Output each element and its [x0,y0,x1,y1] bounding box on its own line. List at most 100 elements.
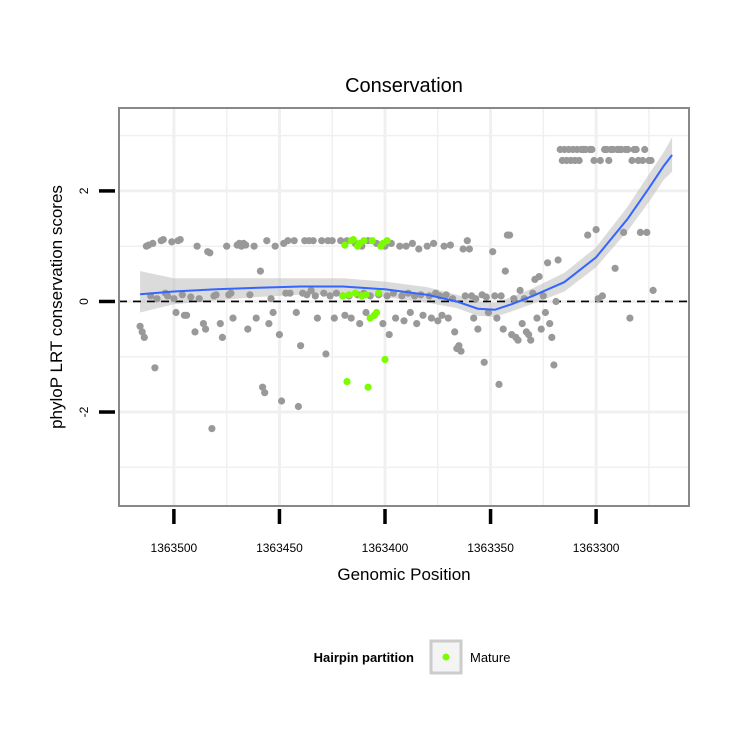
point-other [598,292,607,300]
x-tick-label: 1363300 [573,541,620,555]
point-other [518,320,526,328]
point-other [347,314,355,322]
point-mature [339,292,347,300]
point-other [489,248,497,256]
point-other [159,236,167,244]
point-other [588,145,596,154]
point-mature [364,383,372,391]
point-other [499,325,507,333]
point-other [482,293,490,301]
point-other [208,425,216,433]
point-other [269,308,277,317]
legend: Hairpin partition Mature [314,639,510,675]
point-mature [375,289,383,297]
point-other [187,293,195,301]
point-other [434,317,442,325]
point-other [641,145,649,154]
x-tick-label: 1363500 [151,541,198,555]
point-other [227,289,235,297]
point-other [250,242,258,250]
point-other [624,145,632,154]
point-other [427,314,435,322]
point-other [643,228,651,236]
point-other [484,308,492,317]
point-other [527,336,535,344]
point-other [552,297,560,306]
point-other [322,350,330,358]
point-other [470,314,478,322]
point-other [379,320,387,328]
point-other [446,241,454,249]
point-other [628,156,636,165]
point-other [506,231,514,239]
point-other [140,333,148,341]
point-other [548,333,556,341]
point-other [639,156,647,165]
y-axis-ticks: -2 0 2 [77,187,115,417]
x-tick-label: 1363450 [256,541,303,555]
point-other [554,256,562,264]
point-other [493,314,501,322]
point-other [313,314,321,322]
x-axis-title: Genomic Position [337,565,470,584]
point-other [242,241,250,249]
point-other [153,295,161,303]
point-other [495,380,503,388]
point-other [438,311,446,319]
point-other [398,292,406,300]
plot-panel [119,108,689,506]
y-tick-label: -2 [77,406,91,417]
point-other [178,291,186,299]
point-other [244,325,252,333]
point-other [501,267,509,275]
point-other [136,322,144,330]
point-mature [345,291,353,299]
point-other [278,397,286,405]
point-other [202,325,210,333]
point-mature [381,355,389,364]
point-other [544,259,552,267]
point-other [199,320,207,328]
point-other [263,237,271,245]
point-other [430,239,438,247]
point-other [632,145,640,154]
point-other [402,242,410,250]
point-mature [383,237,391,245]
point-other [218,333,226,341]
point-other [172,308,180,317]
point-other [216,320,224,328]
point-other [442,291,450,299]
point-other [261,389,269,397]
point-other [541,308,550,317]
point-other [592,226,600,234]
point-other [328,237,336,245]
point-other [259,383,267,391]
point-other [590,156,598,165]
point-other [400,317,408,325]
point-other [206,249,214,257]
point-mature [341,241,349,249]
point-other [423,242,431,250]
legend-key-box [429,639,463,675]
point-other [465,245,473,253]
point-other [326,292,334,300]
point-other [413,320,421,328]
point-other [356,320,364,328]
point-other [626,314,634,322]
point-other [440,242,448,250]
point-other [605,156,613,165]
legend-title: Hairpin partition [314,650,414,665]
point-other [362,308,370,317]
point-other [290,237,298,245]
legend-mature-point [442,653,450,661]
point-other [191,328,199,336]
point-other [392,314,400,322]
smooth-trend-line [140,154,673,311]
point-other [546,320,554,328]
point-other [444,314,452,322]
point-other [408,239,416,247]
point-other [275,331,283,339]
point-other [480,358,488,366]
point-other [525,331,533,339]
point-other [533,314,541,322]
